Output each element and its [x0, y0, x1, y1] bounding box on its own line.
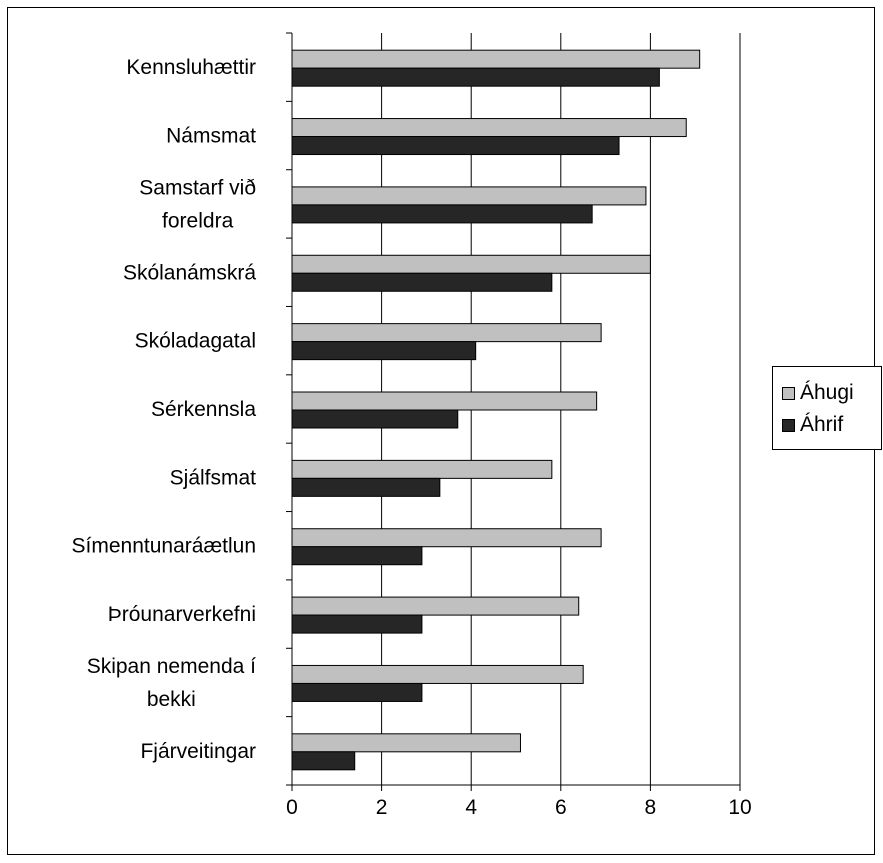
legend-label-ahrif: Áhrif [800, 413, 844, 436]
category-label: Símenntunaráætlun [72, 535, 256, 558]
category-label-line: bekki [147, 688, 196, 711]
category-label-line: Sérkennsla [151, 398, 256, 421]
category-label: Skóladagatal [135, 330, 256, 353]
axes [286, 32, 741, 791]
bar-ahugi-9 [291, 596, 580, 616]
x-tick-label: 0 [286, 796, 298, 819]
bar-ahugi-3 [291, 186, 647, 206]
bar-ahugi-5 [291, 323, 602, 343]
legend-label-ahugi: Áhugi [800, 381, 854, 404]
x-tick-label: 10 [728, 796, 751, 819]
category-label: Skólanámskrá [123, 261, 256, 284]
category-label-line: Námsmat [166, 125, 256, 148]
category-label-line: Skipan nemenda í [87, 655, 256, 678]
category-label: Námsmat [166, 125, 256, 148]
bar-ahugi-11 [291, 733, 521, 753]
category-label-line: Sjálfsmat [170, 466, 257, 489]
x-tick-label: 2 [376, 796, 388, 819]
bar-ahrif-4 [291, 272, 553, 292]
category-label: Samstarf við foreldra [139, 176, 256, 232]
bar-ahrif-3 [291, 204, 593, 224]
bar-ahrif-7 [291, 477, 441, 497]
bar-ahugi-4 [291, 254, 651, 274]
category-label: Kennsluhættir [126, 56, 256, 79]
legend-item-ahrif: Áhrif [782, 412, 843, 438]
bar-ahrif-2 [291, 136, 620, 156]
bar-ahrif-5 [291, 341, 477, 361]
category-label: Þróunarverkefni [108, 603, 256, 626]
category-label-line: Skólanámskrá [123, 261, 256, 284]
x-tick-label: 4 [465, 796, 477, 819]
bar-ahugi-8 [291, 528, 602, 548]
category-label-line: Kennsluhættir [126, 56, 256, 79]
category-label-line: Þróunarverkefni [108, 603, 256, 626]
bar-ahugi-10 [291, 664, 584, 684]
legend-item-ahugi: Áhugi [782, 380, 854, 406]
category-label-line: Samstarf við [139, 176, 256, 199]
bar-ahrif-10 [291, 682, 423, 702]
bars [291, 49, 701, 771]
category-label: Skipan nemenda í bekki [87, 655, 256, 711]
category-label: Sjálfsmat [170, 466, 257, 489]
category-label-line: Símenntunaráætlun [72, 535, 256, 558]
x-tick-label: 6 [555, 796, 567, 819]
bar-ahrif-1 [291, 67, 660, 87]
category-labels: Kennsluhættir Námsmat Samstarf við foreldra… [72, 56, 257, 763]
x-tick-labels: 0 2 4 6 8 10 [286, 796, 752, 819]
category-label-line: foreldra [162, 209, 234, 232]
legend: Áhugi Áhrif [772, 366, 882, 450]
bar-ahugi-2 [291, 118, 687, 138]
legend-swatch-ahugi [782, 386, 795, 400]
bar-ahrif-6 [291, 409, 459, 429]
category-label-line: Skóladagatal [135, 330, 256, 353]
category-label-line: Fjárveitingar [140, 740, 256, 763]
bar-ahrif-8 [291, 546, 423, 566]
category-label: Fjárveitingar [140, 740, 256, 763]
bar-ahugi-1 [291, 49, 701, 69]
legend-swatch-ahrif [782, 418, 795, 432]
x-tick-label: 8 [645, 796, 657, 819]
bar-ahrif-9 [291, 614, 423, 634]
bar-ahrif-11 [291, 751, 356, 771]
bar-ahugi-7 [291, 459, 553, 479]
bar-ahugi-6 [291, 391, 598, 411]
category-label: Sérkennsla [151, 398, 256, 421]
